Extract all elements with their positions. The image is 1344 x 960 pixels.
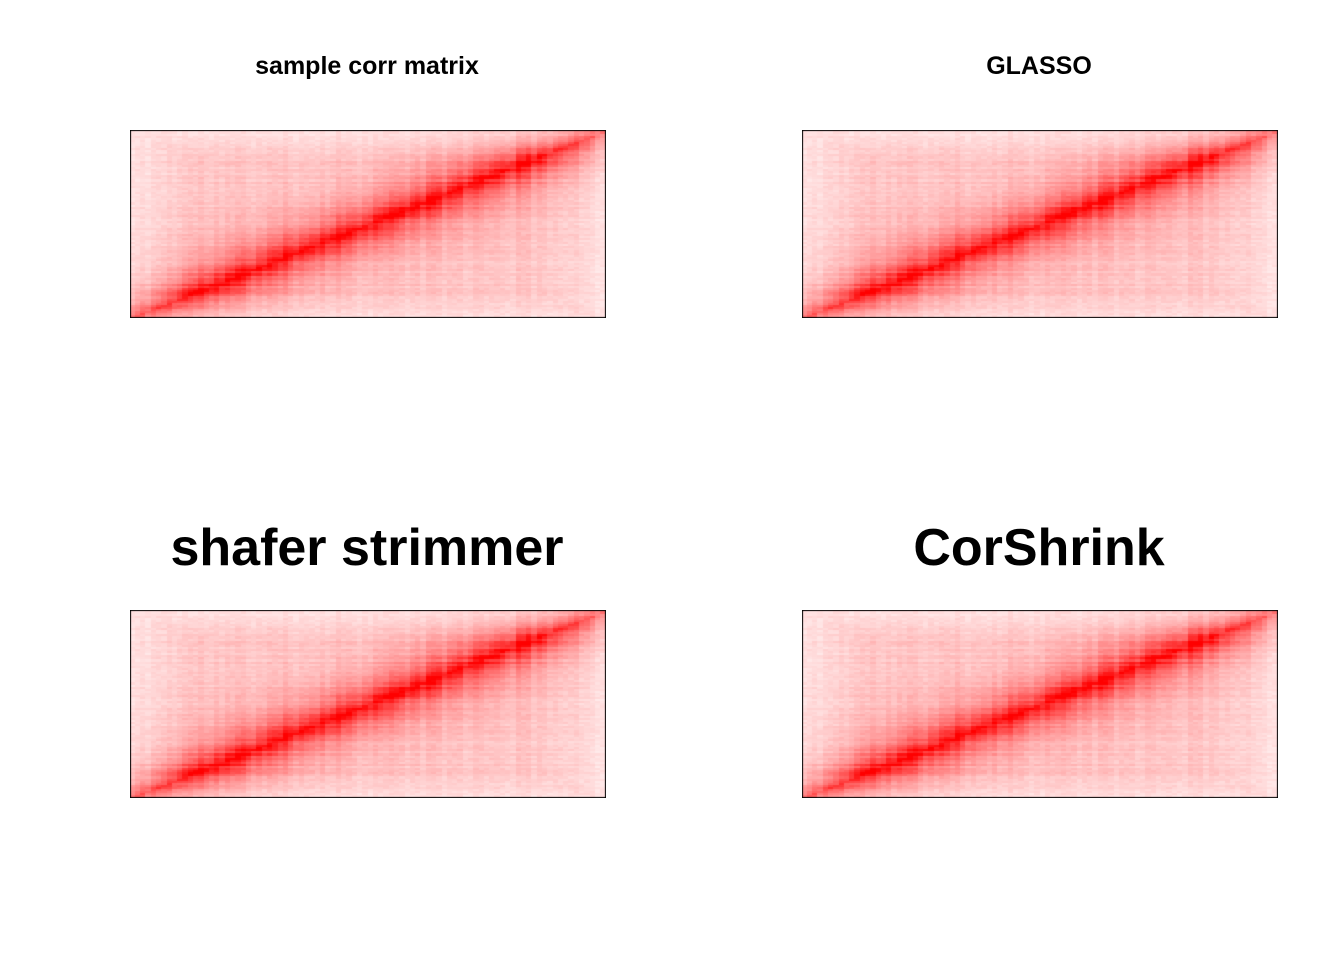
heatmap-glasso [802,130,1278,318]
heatmap-corshrink [802,610,1278,798]
heatmap-shafer-strimmer [130,610,606,798]
panel-title-glasso: GLASSO [986,52,1092,80]
panel-title-sample-corr-matrix: sample corr matrix [255,52,479,80]
heatmap-sample-corr-matrix [130,130,606,318]
panel-title-corshrink: CorShrink [913,519,1165,577]
panel-title-shafer-strimmer: shafer strimmer [170,519,564,577]
